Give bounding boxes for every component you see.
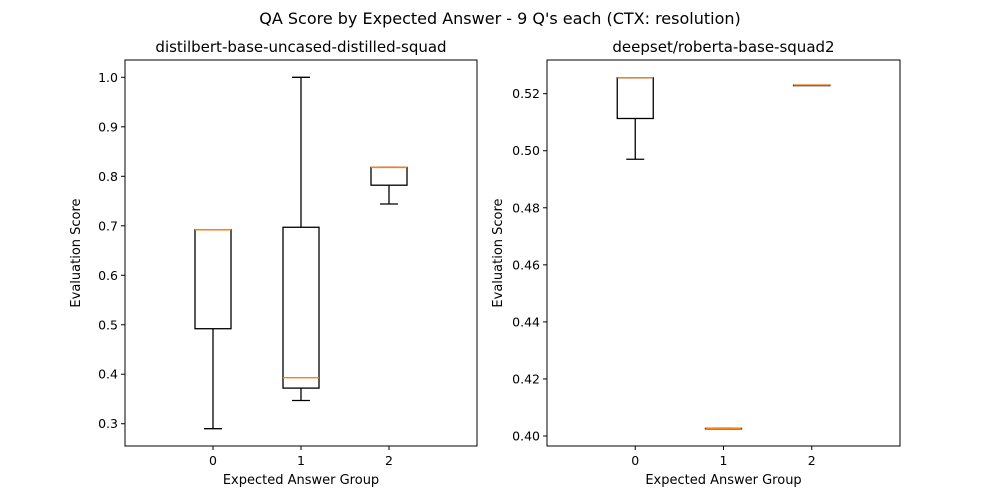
y-tick-label: 0.3 — [98, 416, 118, 431]
y-tick-label: 0.52 — [512, 86, 540, 101]
x-tick-label: 2 — [808, 453, 816, 468]
y-tick-label: 0.9 — [98, 119, 118, 134]
x-tick-label: 1 — [297, 453, 305, 468]
x-axis-label: Expected Answer Group — [223, 473, 379, 488]
y-tick-label: 0.7 — [98, 218, 118, 233]
box-group — [194, 229, 232, 430]
y-tick-label: 0.8 — [98, 169, 118, 184]
y-tick-label: 0.50 — [512, 143, 540, 158]
chart-panel-0: distilbert-base-uncased-distilled-squad 0… — [69, 38, 478, 488]
y-tick-label: 0.6 — [98, 268, 118, 283]
y-tick-label: 0.40 — [512, 429, 540, 444]
box-iqr — [616, 77, 654, 120]
box-group — [793, 84, 831, 87]
y-tick-label: 1.0 — [98, 70, 118, 85]
x-tick-label: 0 — [631, 453, 639, 468]
x-tick-label: 2 — [385, 453, 393, 468]
box-group — [370, 166, 408, 205]
x-axis-label: Expected Answer Group — [645, 473, 801, 488]
box-iqr — [194, 229, 232, 330]
y-tick-label: 0.46 — [512, 257, 540, 272]
y-tick-label: 0.48 — [512, 200, 540, 215]
box-group — [704, 427, 743, 430]
box-group — [616, 76, 654, 160]
y-tick-label: 0.5 — [98, 317, 118, 332]
box-group — [282, 76, 320, 402]
x-tick-label: 0 — [209, 453, 217, 468]
figure-title: QA Score by Expected Answer - 9 Q's each… — [259, 9, 741, 28]
plot-area-frame — [546, 59, 901, 447]
y-axis-label: Evaluation Score — [491, 198, 506, 307]
y-tick-label: 0.4 — [98, 367, 118, 382]
y-tick-label: 0.42 — [512, 371, 540, 386]
x-tick-label: 1 — [720, 453, 728, 468]
y-axis-label: Evaluation Score — [69, 198, 84, 307]
y-tick-label: 0.44 — [512, 314, 540, 329]
box-iqr — [370, 166, 408, 186]
chart-panel-1: deepset/roberta-base-squad2 0.40 0.42 0.44 0… — [491, 38, 901, 488]
panel-title: distilbert-base-uncased-distilled-squad — [155, 38, 446, 56]
box-iqr — [282, 226, 320, 389]
panel-title: deepset/roberta-base-squad2 — [612, 38, 834, 56]
